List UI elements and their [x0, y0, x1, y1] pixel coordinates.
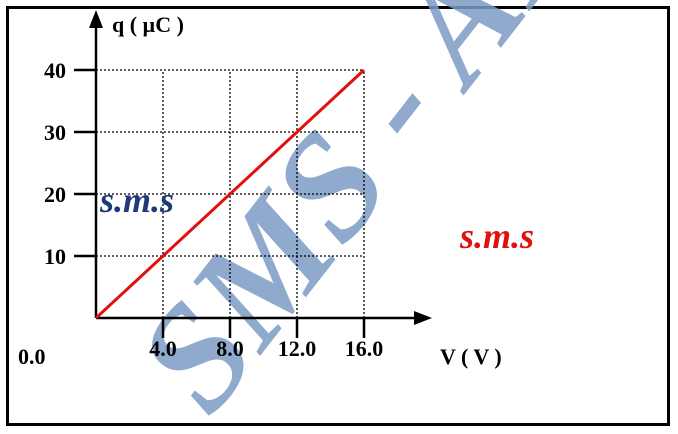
diagonal-watermark: SMS - AL — [105, 0, 612, 434]
y-tick-label-1: 20 — [44, 182, 66, 207]
axes — [89, 10, 432, 325]
tick-labels: 10 20 30 40 4.0 8.0 12.0 16.0 — [44, 58, 383, 361]
y-tick-label-3: 40 — [44, 58, 66, 83]
x-axis-arrowhead — [414, 311, 432, 325]
y-axis-title: q ( µC ) — [112, 12, 184, 37]
origin-label: 0.0 — [18, 344, 46, 369]
x-tick-label-3: 16.0 — [345, 336, 384, 361]
y-axis-arrowhead — [89, 10, 103, 28]
data-series — [94, 68, 366, 320]
right-watermark-text: s.m.s — [459, 216, 534, 256]
x-tick-label-2: 12.0 — [278, 336, 317, 361]
y-tick-label-2: 30 — [44, 120, 66, 145]
tick-marks — [74, 68, 366, 338]
x-tick-label-0: 4.0 — [149, 336, 177, 361]
x-axis-title: V ( V ) — [440, 344, 502, 369]
chart-frame — [6, 6, 670, 426]
y-tick-label-0: 10 — [44, 244, 66, 269]
left-watermark-text: s.m.s — [99, 180, 174, 220]
diagonal-watermark-text: SMS - AL — [105, 0, 612, 434]
series-line-0 — [94, 68, 366, 320]
x-tick-label-1: 8.0 — [216, 336, 244, 361]
